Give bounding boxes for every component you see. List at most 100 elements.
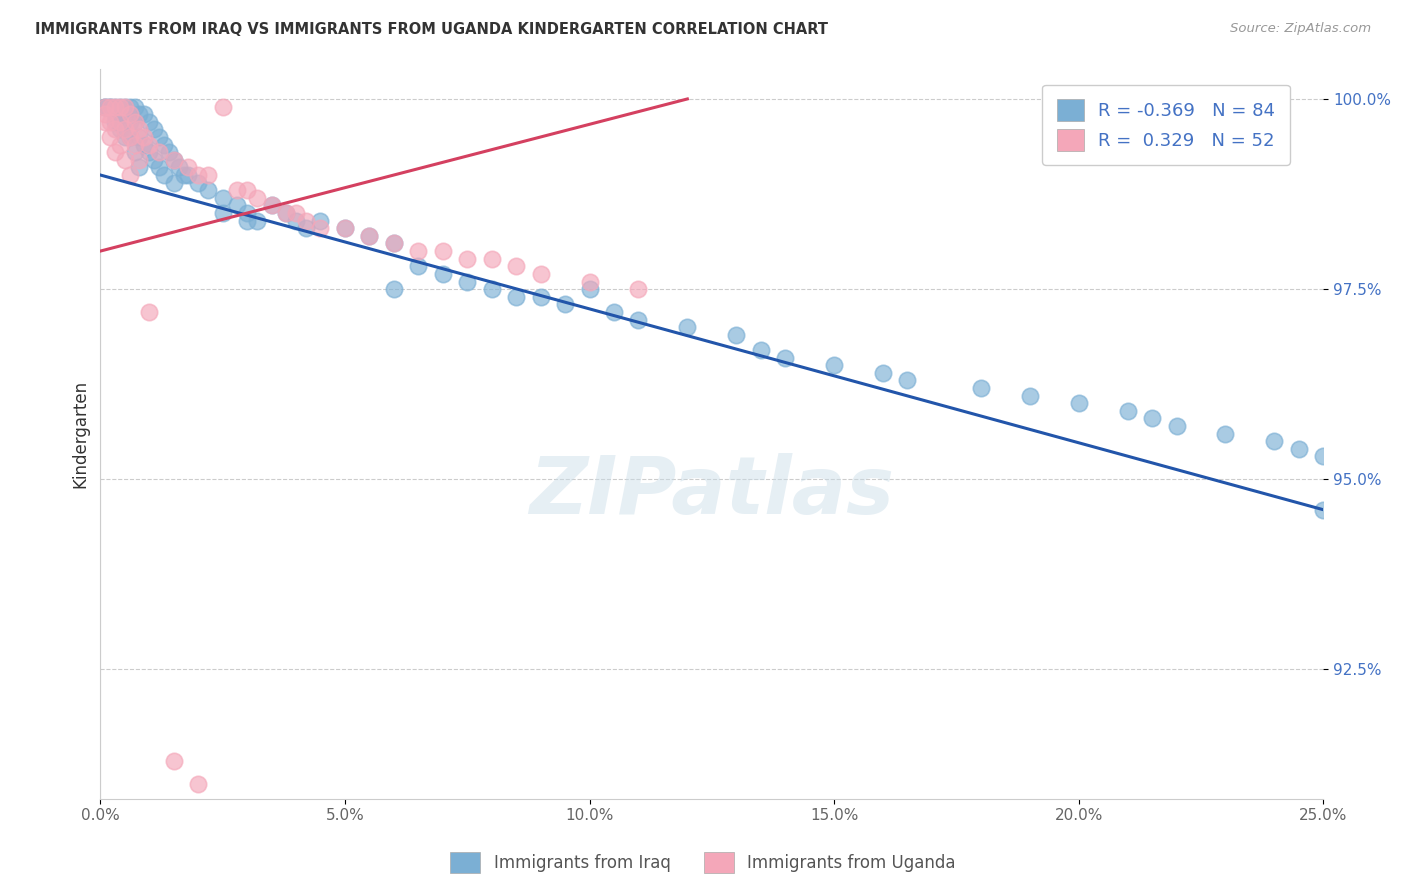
Point (226, 183, 249, 197)
Point (104, 99, 127, 113)
Point (138, 115, 160, 129)
Point (333, 221, 356, 235)
Point (114, 153, 136, 167)
Point (432, 244, 454, 258)
Point (578, 275, 600, 289)
Point (1018, 389, 1040, 403)
Point (246, 213, 269, 227)
Point (603, 305, 626, 319)
Point (187, 776, 209, 790)
Point (124, 115, 146, 129)
Text: IMMIGRANTS FROM IRAQ VS IMMIGRANTS FROM UGANDA KINDERGARTEN CORRELATION CHART: IMMIGRANTS FROM IRAQ VS IMMIGRANTS FROM … (35, 22, 828, 37)
Point (114, 99, 136, 113)
Point (108, 107, 131, 121)
Point (481, 252, 503, 266)
Point (1140, 411, 1163, 425)
Point (118, 130, 141, 145)
Point (94, 107, 117, 121)
Point (104, 122, 127, 136)
Point (94, 99, 117, 113)
Point (148, 130, 170, 145)
Point (529, 267, 551, 281)
Point (167, 161, 190, 175)
Point (124, 137, 146, 152)
Point (114, 122, 136, 136)
Point (226, 198, 249, 212)
Point (211, 191, 233, 205)
Point (118, 107, 141, 121)
Point (148, 161, 170, 175)
Point (627, 282, 650, 296)
Point (970, 381, 993, 395)
Point (177, 168, 200, 182)
Point (128, 153, 150, 167)
Point (294, 221, 316, 235)
Point (896, 373, 918, 387)
Point (197, 168, 219, 182)
Point (153, 168, 176, 182)
Point (1312, 502, 1334, 516)
Point (153, 137, 176, 152)
Point (432, 267, 454, 281)
Point (1263, 434, 1285, 449)
Point (187, 168, 209, 182)
Point (124, 115, 146, 129)
Point (173, 168, 195, 182)
Point (163, 754, 186, 768)
Point (359, 228, 381, 243)
Point (211, 99, 233, 113)
Point (382, 236, 405, 251)
Point (138, 137, 160, 152)
Point (128, 107, 150, 121)
Point (108, 115, 131, 129)
Point (104, 107, 127, 121)
Point (285, 213, 308, 227)
Text: ZIPatlas: ZIPatlas (529, 453, 894, 531)
Point (94, 99, 117, 113)
Point (294, 213, 316, 227)
Point (134, 137, 156, 152)
Point (98, 99, 121, 113)
Point (1215, 426, 1237, 441)
Point (104, 99, 127, 113)
Point (108, 115, 131, 129)
Point (163, 153, 186, 167)
Point (529, 290, 551, 304)
Point (456, 275, 478, 289)
Point (98, 115, 121, 129)
Point (382, 236, 405, 251)
Point (725, 327, 748, 342)
Point (124, 145, 146, 160)
Point (578, 282, 600, 296)
Point (246, 191, 269, 205)
Point (177, 161, 200, 175)
Point (773, 351, 796, 365)
Point (554, 297, 576, 311)
Point (143, 153, 166, 167)
Point (1166, 419, 1188, 434)
Point (138, 145, 160, 160)
Point (260, 198, 283, 212)
Point (108, 99, 131, 113)
Point (163, 153, 186, 167)
Point (187, 176, 209, 190)
Point (124, 99, 146, 113)
Point (128, 130, 150, 145)
Point (285, 206, 308, 220)
Point (359, 228, 381, 243)
Point (104, 145, 127, 160)
Point (823, 358, 845, 372)
Text: Source: ZipAtlas.com: Source: ZipAtlas.com (1230, 22, 1371, 36)
Point (138, 305, 160, 319)
Point (1312, 450, 1334, 464)
Y-axis label: Kindergarten: Kindergarten (72, 380, 89, 488)
Point (749, 343, 772, 357)
Point (157, 145, 180, 160)
Point (108, 99, 131, 113)
Point (236, 183, 259, 197)
Point (333, 221, 356, 235)
Point (872, 366, 894, 380)
Point (382, 282, 405, 296)
Point (163, 176, 186, 190)
Point (118, 115, 141, 129)
